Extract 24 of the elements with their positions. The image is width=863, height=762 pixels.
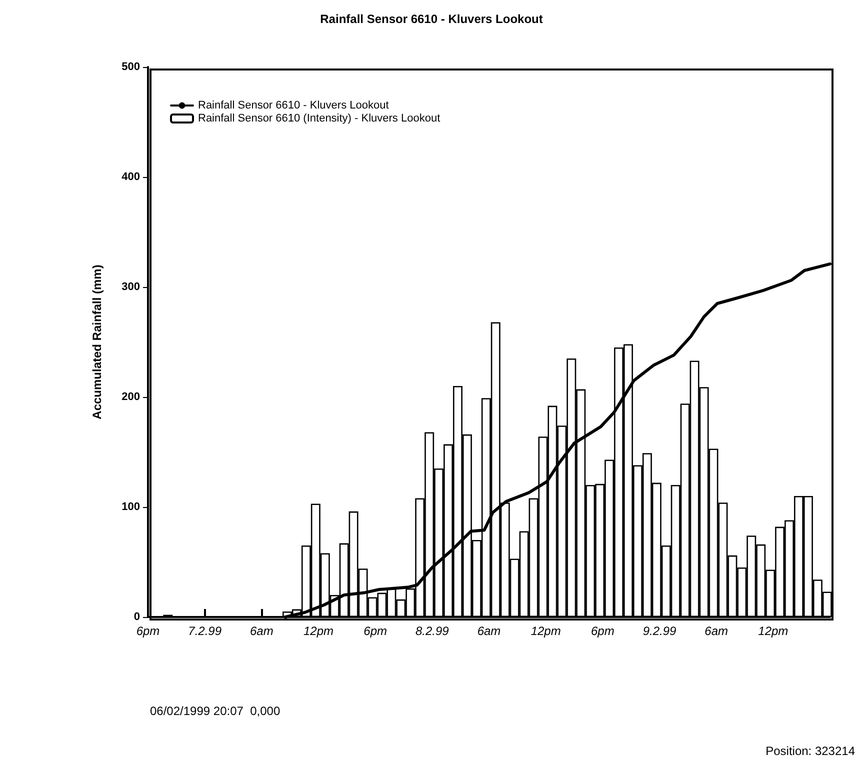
legend-label: Rainfall Sensor 6610 - Kluvers Lookout: [198, 100, 389, 112]
x-tick-label: 6am: [704, 624, 728, 638]
chart-title: Rainfall Sensor 6610 - Kluvers Lookout: [320, 12, 543, 26]
text: 06/02/1999 20:07 0,000: [150, 704, 280, 718]
x-tick-label: 6am: [477, 624, 501, 638]
x-tick-label: 12pm: [303, 624, 334, 638]
x-tick-label: 9.2.99: [642, 624, 676, 638]
x-tick-label: 12pm: [530, 624, 561, 638]
text: Position: 323214: [766, 744, 856, 758]
y-axis-title: Accumulated Rainfall (mm): [90, 264, 104, 420]
x-tick-label: 12pm: [758, 624, 788, 638]
x-tick-label: 6pm: [136, 624, 160, 638]
legend-label: Rainfall Sensor 6610 (Intensity) - Kluvers Lookout: [198, 112, 440, 124]
y-tick-label: 200: [122, 391, 140, 403]
y-tick-label: 100: [122, 501, 140, 513]
x-tick-label: 8.2.99: [415, 624, 450, 638]
y-tick-label: 300: [122, 281, 140, 293]
y-tick-label: 400: [122, 171, 140, 183]
x-tick-label: 6pm: [590, 624, 614, 638]
x-tick-label: 6am: [250, 624, 274, 638]
y-tick-label: 500: [122, 61, 140, 73]
x-tick-label: 6pm: [364, 624, 388, 638]
x-tick-label: 7.2.99: [188, 624, 222, 638]
y-tick-label: 0: [134, 611, 140, 623]
